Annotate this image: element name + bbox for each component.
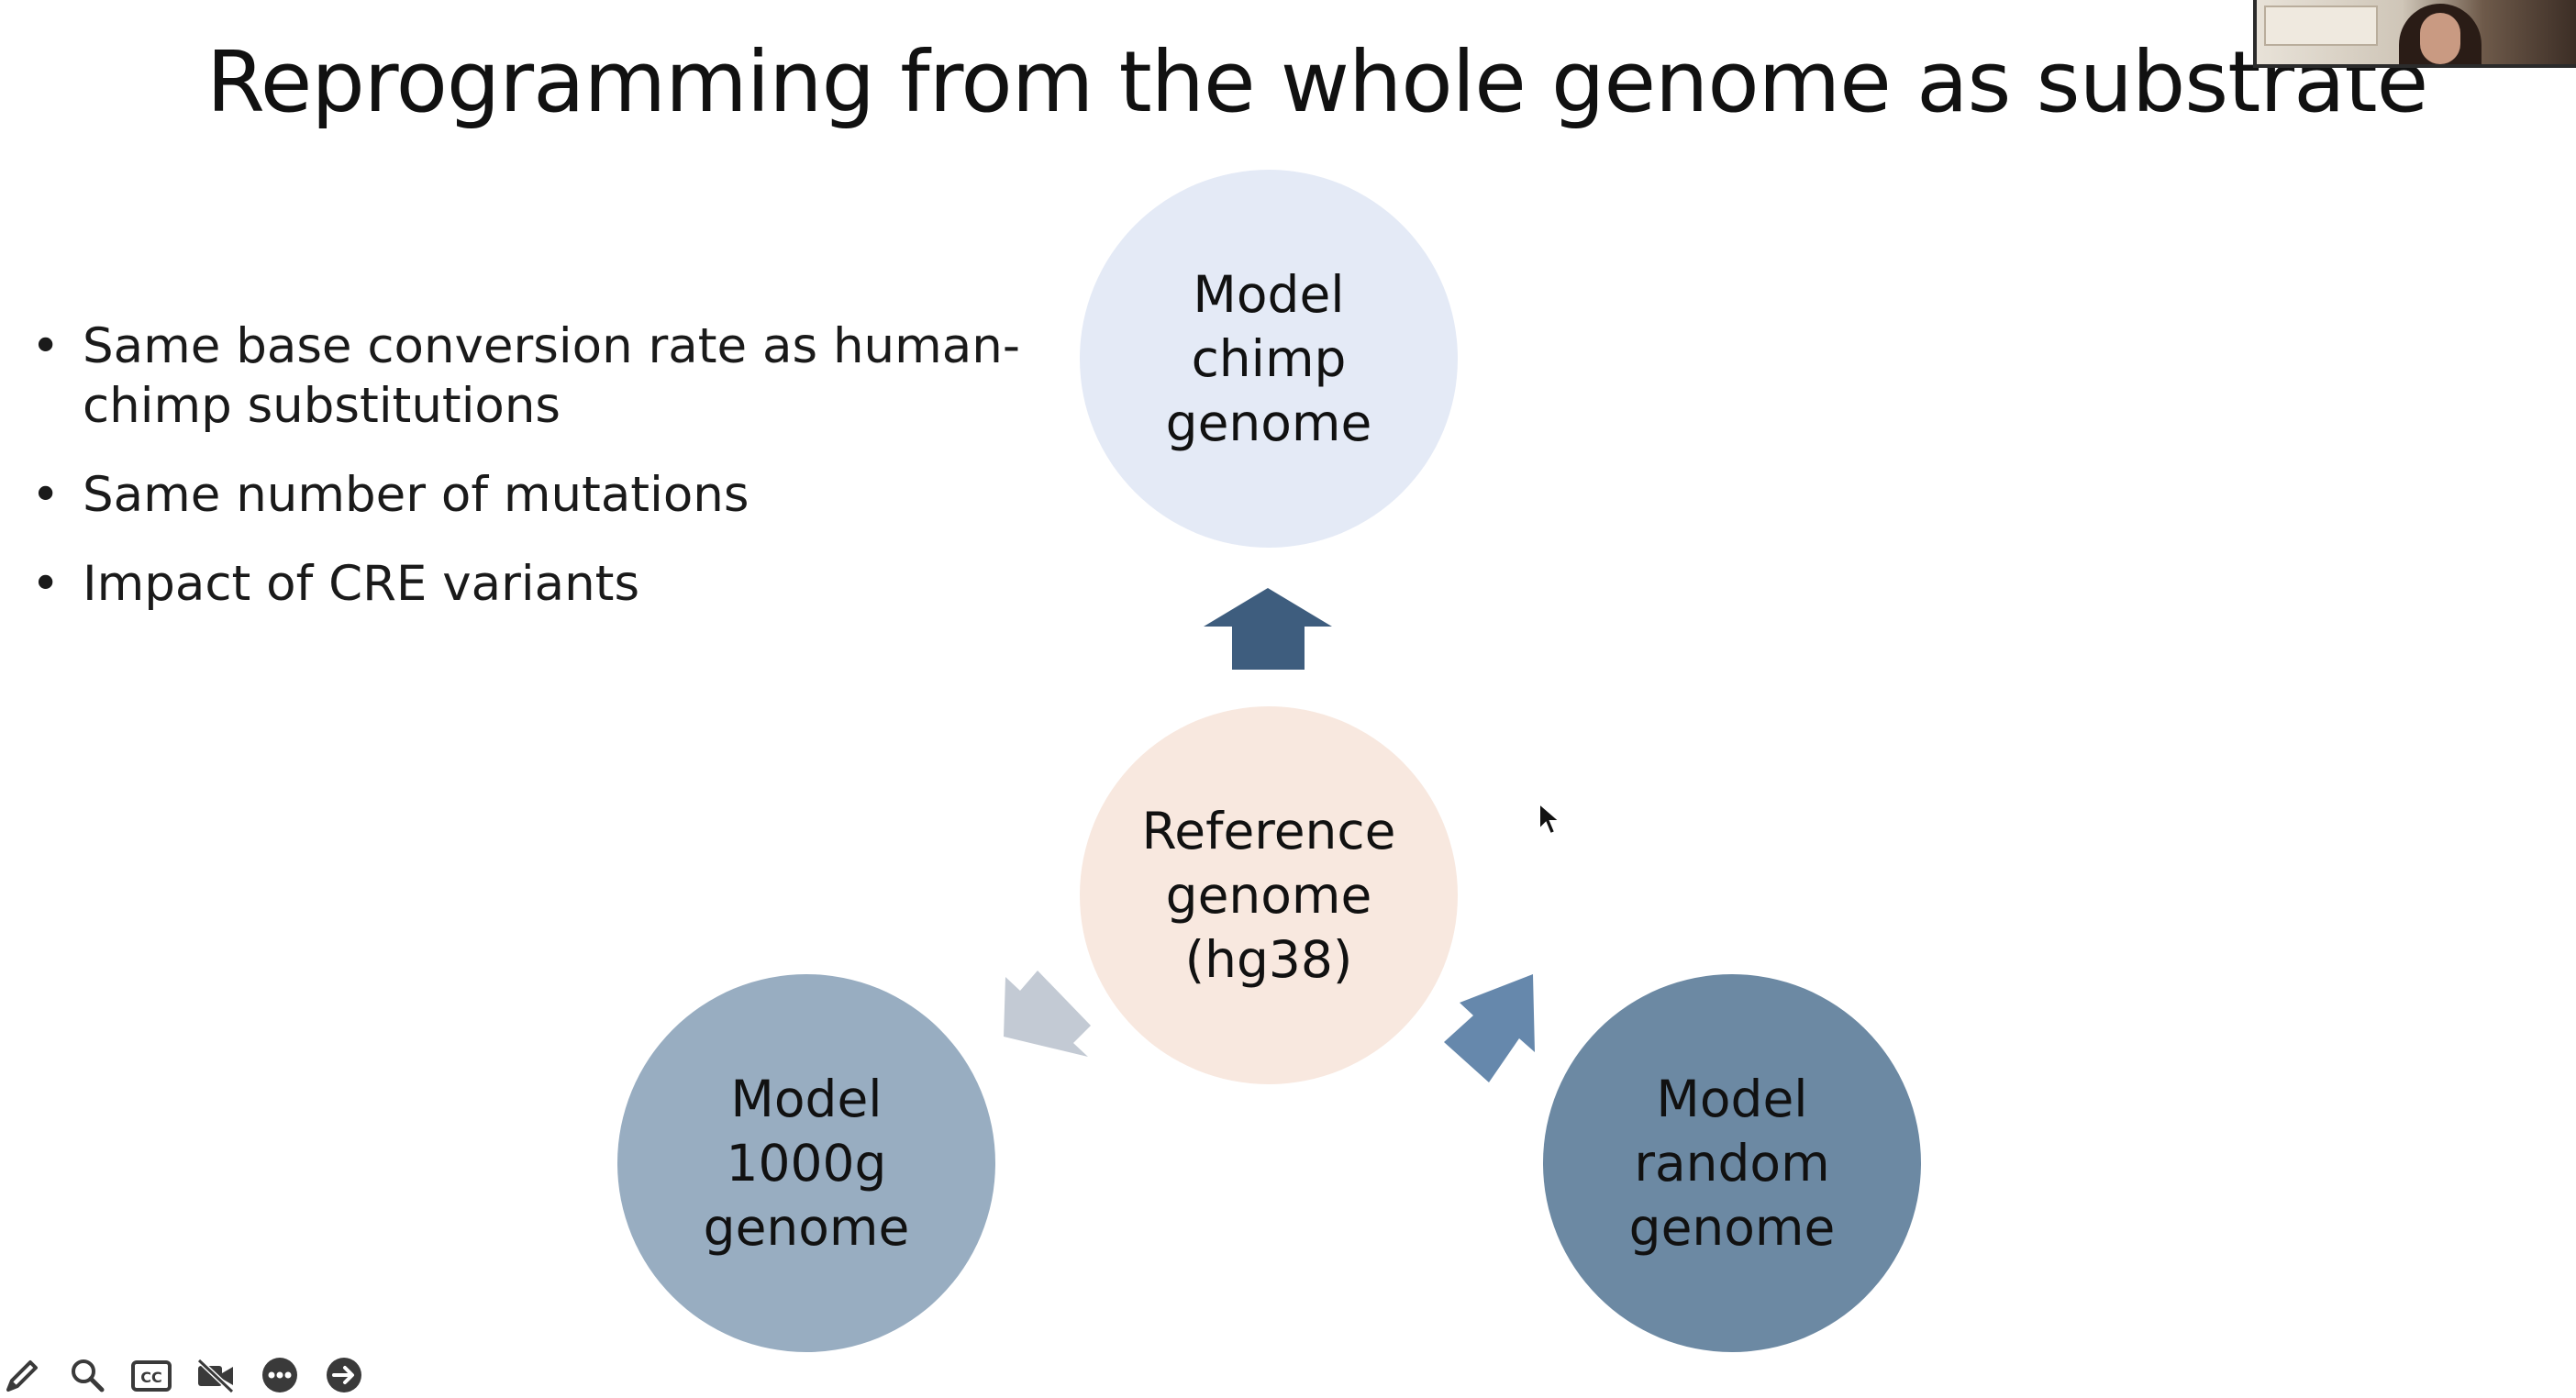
bullet-item: • Same number of mutations xyxy=(31,465,1040,525)
pen-icon xyxy=(6,1360,38,1392)
model-chimp-genome-circle: Model chimp genome xyxy=(1080,170,1458,548)
bullet-text: Impact of CRE variants xyxy=(83,556,640,612)
model-random-genome-circle: Model random genome xyxy=(1543,974,1921,1352)
video-off-icon xyxy=(196,1358,235,1394)
camera-toggle-button[interactable] xyxy=(193,1352,239,1398)
pen-tool-button[interactable] xyxy=(0,1352,46,1398)
webcam-whiteboard xyxy=(2264,6,2378,46)
next-arrow-icon xyxy=(327,1358,361,1392)
slide-title: Reprogramming from the whole genome as s… xyxy=(206,33,2428,131)
bullet-icon: • xyxy=(31,467,61,523)
search-icon xyxy=(72,1359,105,1392)
arrow-up-icon xyxy=(1204,588,1332,670)
bullet-text: Same base conversion rate as human-chimp… xyxy=(83,318,1020,434)
closed-captions-icon: CC xyxy=(131,1360,172,1392)
presentation-toolbar: CC xyxy=(0,1352,385,1398)
captions-button[interactable]: CC xyxy=(128,1352,174,1398)
bullet-text: Same number of mutations xyxy=(83,467,749,523)
next-slide-button[interactable] xyxy=(321,1352,367,1398)
more-icon xyxy=(262,1358,297,1392)
bullet-icon: • xyxy=(31,556,61,612)
bullet-icon: • xyxy=(31,318,61,374)
webcam-thumbnail[interactable] xyxy=(2253,0,2576,68)
bullet-list: • Same base conversion rate as human-chi… xyxy=(31,316,1040,643)
zoom-tool-button[interactable] xyxy=(64,1352,110,1398)
circle-label: Reference genome (hg38) xyxy=(1141,802,1396,989)
bullet-item: • Impact of CRE variants xyxy=(31,554,1040,614)
circle-label: Model random genome xyxy=(1628,1070,1836,1257)
webcam-person-face xyxy=(2420,13,2460,64)
circle-label: Model 1000g genome xyxy=(703,1070,910,1257)
cc-text: CC xyxy=(140,1369,161,1386)
more-options-button[interactable] xyxy=(257,1352,303,1398)
bullet-item: • Same base conversion rate as human-chi… xyxy=(31,316,1046,436)
arrow-down-left-icon xyxy=(1004,971,1091,1057)
circle-label: Model chimp genome xyxy=(1165,265,1372,452)
reference-genome-circle: Reference genome (hg38) xyxy=(1080,706,1458,1084)
mouse-cursor-icon xyxy=(1538,802,1561,836)
model-1000g-genome-circle: Model 1000g genome xyxy=(617,974,995,1352)
arrow-down-right-icon xyxy=(1444,974,1535,1082)
